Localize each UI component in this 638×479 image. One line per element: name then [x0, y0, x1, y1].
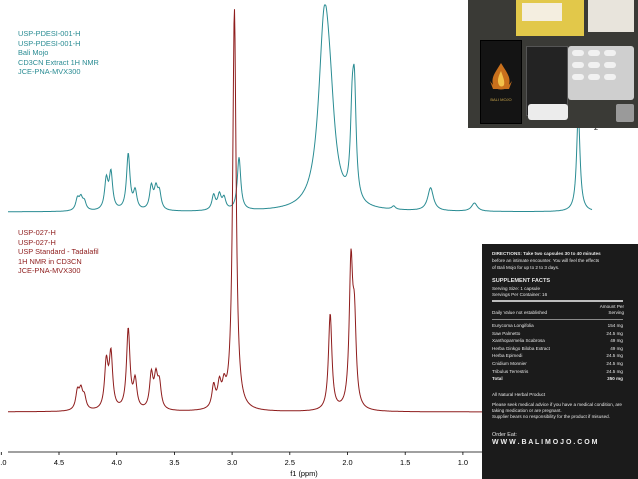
- ingredient-name: Tribulus Terrestris: [492, 368, 529, 374]
- ingredient-name: Saw Palmetto: [492, 330, 521, 336]
- x-tick-label: 2.0: [342, 458, 352, 467]
- daily-value-note: Daily Value not established: [492, 310, 548, 315]
- x-tick-label: 5.0: [0, 458, 6, 467]
- top-label-line: JCE-PNA-MVX300: [18, 67, 81, 77]
- amount-header: Amount Per Serving: [599, 304, 624, 315]
- warning-text: Please seek medical advice if you have a…: [492, 402, 622, 407]
- ingredient-name: Total: [492, 376, 503, 382]
- ingredient-amount: 24.5 mg: [606, 361, 623, 366]
- directions-text: DIRECTIONS: Take two capsules 30 to 40 m…: [492, 251, 601, 256]
- product-photo: BALI MOJO: [468, 0, 638, 128]
- order-label: Order Eat:: [492, 432, 517, 438]
- warning-text: taking medication or are pregnant.: [492, 408, 562, 413]
- x-tick-label: 4.5: [54, 458, 64, 467]
- warning-text: Supplier bears no responsibility for the…: [492, 414, 610, 419]
- ingredient-amount: 49 mg: [610, 338, 623, 344]
- top-label-line: Bali Mojo: [18, 48, 49, 58]
- top-spectrum-label: USP-PDESI-001-H USP-PDESI-001-H Bali Moj…: [18, 29, 99, 77]
- top-label-line: USP-PDESI-001-H: [18, 38, 81, 48]
- product-box-top: [516, 0, 584, 36]
- bottom-label-line: USP-027-H: [18, 237, 56, 247]
- flame-logo-icon: [490, 63, 512, 90]
- ingredient-amount: 154 mg: [607, 323, 623, 328]
- ingredient-amount: 49 mg: [610, 345, 623, 351]
- box-brand-text: BALI MOJO: [490, 97, 512, 102]
- ingredient-name: Eurycoma Longifolia: [492, 323, 534, 328]
- ingredient-amount: 350 mg: [607, 376, 623, 382]
- directions-text: of Bali Mojo for up to 2 to 3 days.: [492, 265, 560, 270]
- x-axis-label: f1 (ppm): [290, 469, 318, 478]
- bottom-label-line: JCE-PNA-MVX300: [18, 266, 81, 276]
- servings-per-container-text: Servings Per Container: 16: [492, 292, 548, 297]
- bottom-label-line: 1H NMR in CD3CN: [18, 256, 82, 266]
- supplement-facts-title: SUPPLEMENT FACTS: [492, 278, 551, 284]
- x-tick-label: 2.5: [285, 458, 295, 467]
- bottom-label-line: USP Standard - Tadalafil: [18, 247, 99, 257]
- x-tick-label: 1.5: [400, 458, 410, 467]
- top-label-line: CD3CN Extract 1H NMR: [18, 57, 99, 67]
- supplement-label-photo: DIRECTIONS: Take two capsules 30 to 40 m…: [482, 244, 638, 479]
- ingredient-name: Xanthoparmelia Scabrosa: [492, 338, 545, 344]
- ingredient-amount: 24.5 mg: [606, 330, 623, 336]
- x-tick-label: 4.0: [112, 458, 122, 467]
- ingredient-name: Herba Ginkgo Biloba Extract: [492, 345, 550, 351]
- top-label-line: USP-PDESI-001-H: [18, 29, 81, 38]
- ingredient-name: Cnidium Monnier: [492, 361, 527, 366]
- bottom-label-line: USP-027-H: [18, 228, 56, 237]
- x-tick-label: 1.0: [458, 458, 468, 467]
- ingredient-amount: 24.5 mg: [606, 353, 623, 359]
- spectrum-line: [8, 4, 593, 213]
- directions-text: before an intimate encounter. You will f…: [492, 258, 600, 263]
- serving-size-text: Serving Size: 1 capsule: [492, 286, 541, 291]
- product-box: BALI MOJO: [480, 40, 522, 124]
- website-text: W W W . B A L I M O J O . C O M: [492, 439, 598, 446]
- x-tick-label: 3.5: [169, 458, 179, 467]
- natural-product-note: All Natural Herbal Product: [492, 392, 546, 397]
- x-tick-label: 3.0: [227, 458, 237, 467]
- bottom-spectrum-label: USP-027-H USP-027-H USP Standard - Tadal…: [18, 228, 99, 276]
- blister-pack: [568, 46, 634, 100]
- ingredient-amount: 24.5 mg: [606, 368, 623, 374]
- ingredient-name: Herba Epimedi: [492, 353, 523, 359]
